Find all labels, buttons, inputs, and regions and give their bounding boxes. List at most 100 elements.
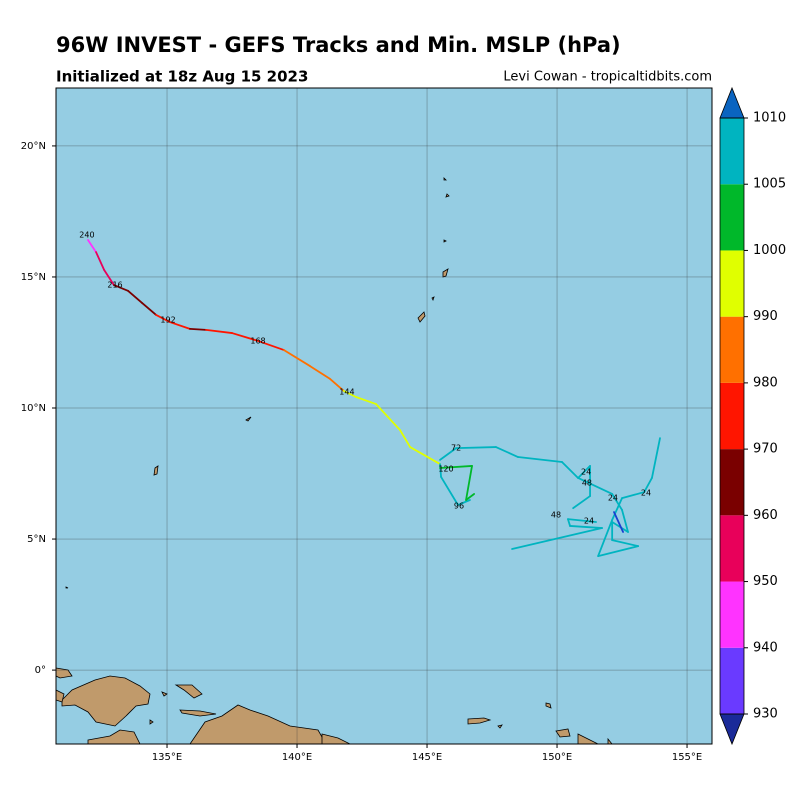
track-segment xyxy=(257,340,285,351)
track-segment xyxy=(561,461,579,479)
track-segment xyxy=(141,302,158,316)
chart-title: 96W INVEST - GEFS Tracks and Min. MSLP (… xyxy=(56,33,621,57)
subtitle: Initialized at 18z Aug 15 2023 xyxy=(56,68,308,86)
track-segment xyxy=(517,456,563,463)
colorbar-tick-label: 990 xyxy=(753,309,778,324)
track-segment xyxy=(455,446,497,450)
hour-label: 240 xyxy=(79,231,94,240)
track-segment xyxy=(231,332,259,342)
colorbar-tick-label: 960 xyxy=(753,508,778,523)
colorbar-segment xyxy=(720,449,744,516)
track-segment xyxy=(567,518,597,523)
track-segment xyxy=(95,251,106,271)
track-segment xyxy=(572,495,591,510)
track-segment xyxy=(155,314,171,323)
track-segment xyxy=(113,284,129,292)
credit: Levi Cowan - tropicaltidbits.com xyxy=(503,70,712,85)
colorbar-segment xyxy=(720,184,744,251)
hour-label: 24 xyxy=(584,516,594,525)
colorbar-segment xyxy=(720,515,744,582)
track-segment xyxy=(597,519,614,557)
track-segment xyxy=(577,465,591,479)
colorbar-tick-label: 940 xyxy=(753,640,778,655)
colorbar-tick-label: 930 xyxy=(753,707,778,722)
colorbar-tick-label: 1005 xyxy=(753,177,786,192)
colorbar-segment xyxy=(720,250,744,317)
colorbar-segment xyxy=(720,316,744,383)
colorbar-tick-label: 1010 xyxy=(753,111,786,126)
hour-label: 72 xyxy=(451,444,461,453)
track-segment xyxy=(189,327,207,331)
colorbar-tick-label: 970 xyxy=(753,442,778,457)
hour-label: 48 xyxy=(551,510,561,519)
track-segment xyxy=(103,268,115,286)
track-segment xyxy=(205,329,233,334)
track-segment xyxy=(87,239,97,253)
y-tick-label: 10°N xyxy=(21,403,46,414)
track-segment xyxy=(611,497,623,521)
track-segment xyxy=(597,545,640,557)
track-segment xyxy=(127,289,143,304)
colorbar: 930 940 950 960 970 980 990 1000 1005 1010 xyxy=(719,86,786,746)
track-segment xyxy=(465,465,473,501)
track-segment xyxy=(168,321,191,330)
track-segment xyxy=(569,525,603,529)
colorbar-tick-label: 950 xyxy=(753,574,778,589)
track-segment xyxy=(439,447,458,461)
x-tick-label: 145°E xyxy=(412,752,442,763)
track-segment xyxy=(440,476,459,506)
track-segment xyxy=(375,403,401,431)
y-tick-label: 15°N xyxy=(21,272,46,283)
track-segment xyxy=(439,465,473,469)
track-segment xyxy=(495,446,519,458)
track-segment xyxy=(309,365,331,380)
colorbar-tick-label: 1000 xyxy=(753,243,786,258)
hour-label: 168 xyxy=(250,336,265,345)
hour-label: 192 xyxy=(160,315,175,324)
y-tick-label: 5°N xyxy=(27,534,46,545)
grid-layer: 135°E 140°E 145°E 150°E 155°E 0° 5°N 10°N 15°N 20… xyxy=(21,88,712,763)
track-segment xyxy=(439,463,442,478)
ocean xyxy=(56,88,712,744)
land-layer xyxy=(56,177,613,744)
colorbar-extend-low xyxy=(719,713,745,746)
hour-label: 24 xyxy=(608,494,618,503)
hour-label: 24 xyxy=(581,467,591,476)
track-segment xyxy=(329,378,345,392)
track-segment xyxy=(283,349,311,367)
track-segment xyxy=(409,446,441,465)
track-segment xyxy=(457,499,471,506)
colorbar-frame xyxy=(719,117,745,715)
plot-frame xyxy=(55,87,713,745)
colorbar-tick-label: 980 xyxy=(753,375,778,390)
track-segment xyxy=(611,539,640,548)
track-segment xyxy=(567,518,571,527)
y-tick-label: 20°N xyxy=(21,141,46,152)
track-segment xyxy=(342,390,357,398)
track-segment xyxy=(577,477,614,495)
track-segment xyxy=(621,509,629,533)
tracks-layer: 240 216 192 168 144 120 96 72 48 48 24 24 24 24 xyxy=(79,231,661,557)
colorbar-segment xyxy=(720,382,744,450)
track-segment xyxy=(399,429,412,448)
colorbar-extend-high xyxy=(719,86,745,119)
track-segment xyxy=(621,491,646,500)
track-segment xyxy=(611,493,623,511)
colorbar-segment xyxy=(720,581,744,648)
x-tick-label: 140°E xyxy=(282,752,312,763)
hour-label: 216 xyxy=(107,281,122,290)
x-tick-label: 155°E xyxy=(672,752,702,763)
track-segment xyxy=(355,396,377,405)
track-segment xyxy=(651,437,661,479)
x-tick-label: 135°E xyxy=(152,752,182,763)
track-segment xyxy=(613,511,624,533)
y-tick-label: 0° xyxy=(35,665,46,676)
colorbar-segment xyxy=(720,647,744,714)
hour-label: 120 xyxy=(438,465,453,474)
colorbar-segment xyxy=(720,118,744,185)
hour-label: 48 xyxy=(582,478,592,487)
hour-label: 24 xyxy=(641,488,651,497)
track-segment xyxy=(465,493,475,501)
hour-label: 144 xyxy=(339,388,354,397)
